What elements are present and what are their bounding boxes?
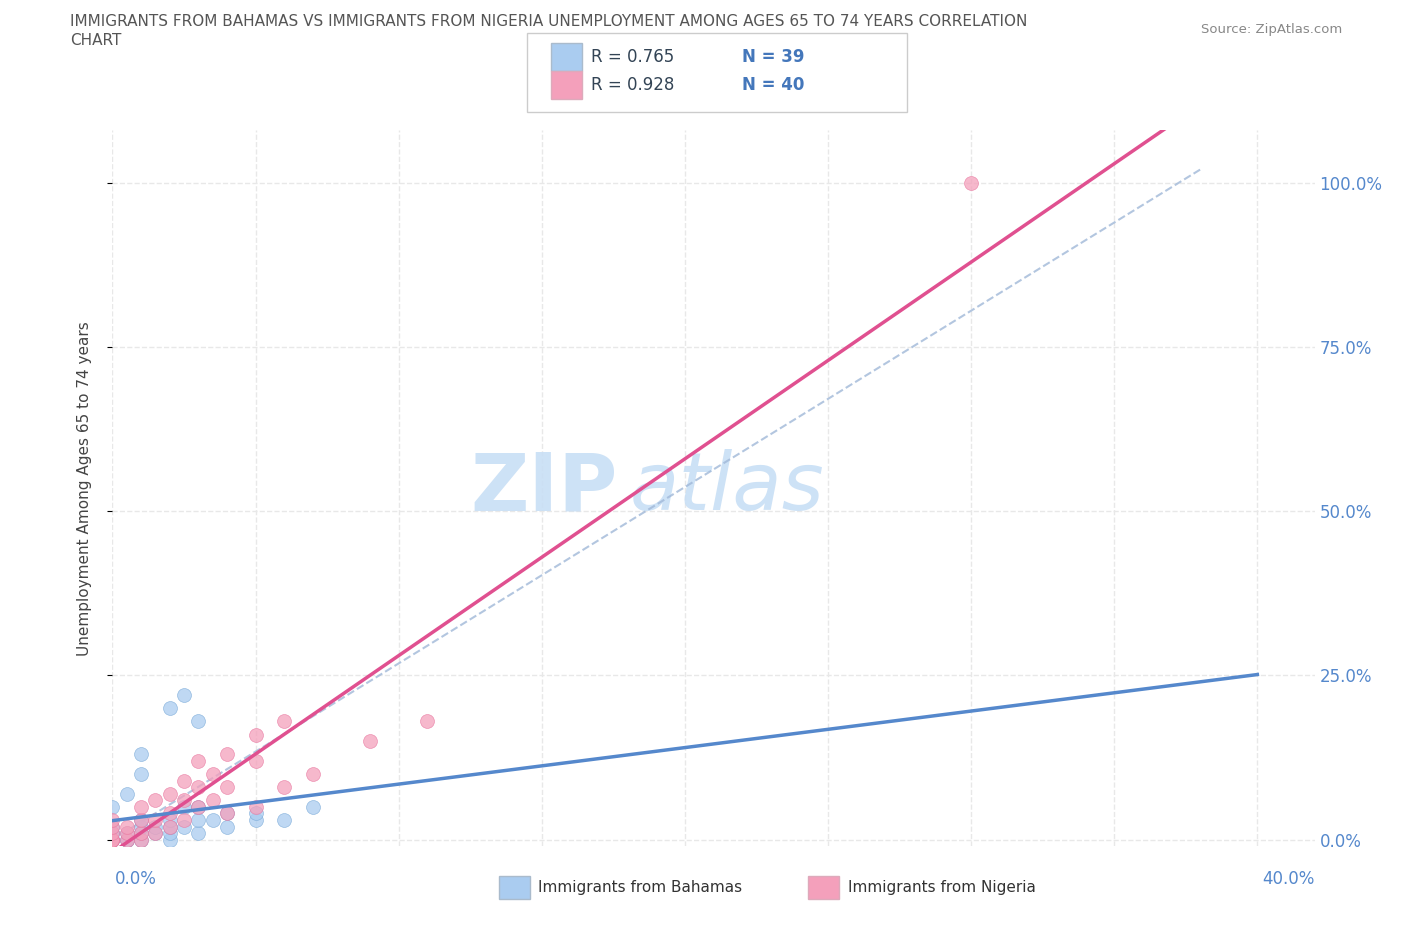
Point: [359, 734, 381, 749]
Point: [129, 826, 152, 841]
Point: [129, 747, 152, 762]
Point: [187, 813, 209, 828]
Point: [173, 688, 195, 703]
Point: [187, 800, 209, 815]
Point: [115, 786, 138, 801]
Point: [101, 826, 124, 841]
Text: Immigrants from Bahamas: Immigrants from Bahamas: [538, 880, 742, 895]
Point: [201, 793, 224, 808]
Point: [129, 813, 152, 828]
Text: N = 40: N = 40: [742, 75, 804, 94]
Point: [159, 813, 181, 828]
Point: [416, 714, 439, 729]
Text: R = 0.928: R = 0.928: [591, 75, 673, 94]
Point: [101, 832, 124, 847]
Point: [245, 753, 267, 768]
Point: [187, 779, 209, 794]
Point: [129, 813, 152, 828]
Point: [173, 773, 195, 788]
Point: [159, 832, 181, 847]
Point: [101, 832, 124, 847]
Text: Immigrants from Nigeria: Immigrants from Nigeria: [848, 880, 1036, 895]
Point: [129, 819, 152, 834]
Point: [159, 819, 181, 834]
Point: [145, 819, 167, 834]
Point: [129, 800, 152, 815]
Point: [173, 793, 195, 808]
Point: [960, 176, 983, 191]
Point: [101, 832, 124, 847]
Point: [245, 727, 267, 742]
Point: [115, 832, 138, 847]
Point: [201, 813, 224, 828]
Point: [101, 832, 124, 847]
Point: [273, 779, 295, 794]
Text: atlas: atlas: [630, 449, 824, 527]
Point: [215, 747, 238, 762]
Point: [115, 826, 138, 841]
Point: [301, 800, 323, 815]
Point: [101, 826, 124, 841]
Text: ZIP: ZIP: [470, 449, 617, 527]
Point: [101, 819, 124, 834]
Point: [115, 832, 138, 847]
Point: [273, 813, 295, 828]
Point: [145, 793, 167, 808]
Point: [101, 832, 124, 847]
Text: CHART: CHART: [70, 33, 122, 47]
Point: [101, 832, 124, 847]
Point: [129, 832, 152, 847]
Point: [159, 819, 181, 834]
Point: [101, 819, 124, 834]
Point: [101, 832, 124, 847]
Point: [101, 800, 124, 815]
Point: [187, 826, 209, 841]
Text: R = 0.765: R = 0.765: [591, 47, 673, 66]
Point: [115, 826, 138, 841]
Point: [301, 766, 323, 781]
Point: [115, 819, 138, 834]
Point: [245, 800, 267, 815]
Point: [159, 826, 181, 841]
Point: [173, 813, 195, 828]
Point: [129, 766, 152, 781]
Point: [187, 800, 209, 815]
Point: [115, 832, 138, 847]
Point: [215, 819, 238, 834]
Point: [173, 800, 195, 815]
Point: [159, 786, 181, 801]
Text: 0.0%: 0.0%: [115, 870, 157, 888]
Point: [245, 806, 267, 821]
Point: [145, 826, 167, 841]
Text: N = 39: N = 39: [742, 47, 804, 66]
Point: [129, 832, 152, 847]
Point: [201, 766, 224, 781]
Y-axis label: Unemployment Among Ages 65 to 74 years: Unemployment Among Ages 65 to 74 years: [77, 321, 91, 656]
Point: [101, 832, 124, 847]
Point: [101, 813, 124, 828]
Point: [187, 753, 209, 768]
Point: [129, 826, 152, 841]
Point: [145, 813, 167, 828]
Point: [159, 806, 181, 821]
Point: [145, 826, 167, 841]
Point: [215, 806, 238, 821]
Point: [273, 714, 295, 729]
Point: [159, 701, 181, 716]
Point: [215, 806, 238, 821]
Point: [245, 813, 267, 828]
Point: [101, 826, 124, 841]
Point: [101, 832, 124, 847]
Point: [187, 714, 209, 729]
Text: Source: ZipAtlas.com: Source: ZipAtlas.com: [1202, 23, 1343, 36]
Point: [215, 779, 238, 794]
Text: 40.0%: 40.0%: [1263, 870, 1315, 888]
Point: [173, 819, 195, 834]
Text: IMMIGRANTS FROM BAHAMAS VS IMMIGRANTS FROM NIGERIA UNEMPLOYMENT AMONG AGES 65 TO: IMMIGRANTS FROM BAHAMAS VS IMMIGRANTS FR…: [70, 14, 1028, 29]
